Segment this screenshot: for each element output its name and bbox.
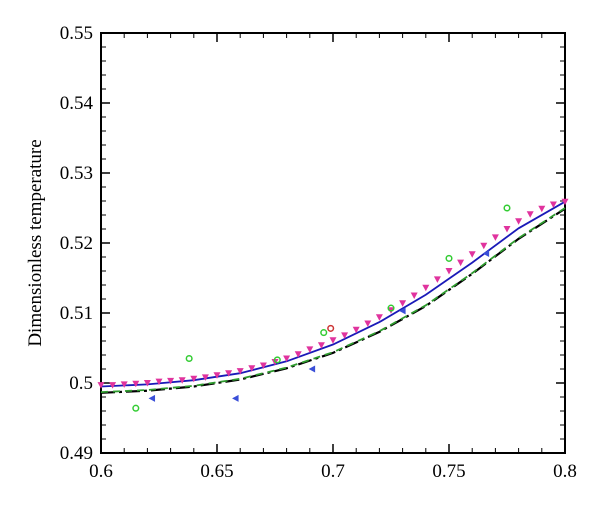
series-line — [100, 207, 566, 393]
data-point — [329, 337, 337, 344]
data-point — [236, 368, 244, 375]
data-point — [445, 254, 453, 262]
series-5 — [132, 204, 511, 412]
data-point — [97, 382, 105, 389]
data-point — [306, 346, 314, 353]
y-tick-label: 0.51 — [60, 303, 93, 324]
data-point — [148, 394, 156, 402]
data-point — [178, 377, 186, 384]
x-tick-label: 0.7 — [321, 461, 345, 482]
data-point — [433, 276, 441, 283]
series-3 — [97, 198, 569, 389]
data-point — [259, 362, 267, 369]
data-point — [232, 394, 239, 402]
data-point — [549, 201, 557, 208]
data-point — [185, 354, 193, 363]
data-point — [352, 326, 360, 334]
y-tick-label: 0.53 — [60, 163, 93, 184]
data-point — [201, 374, 209, 381]
data-point — [387, 304, 395, 312]
data-point — [132, 380, 140, 388]
data-point — [526, 211, 534, 218]
data-point — [341, 332, 349, 339]
tick-labels: 0.6 0.65 0.7 0.75 0.8 0.49 0.5 0.51 0.52 0.53 0.54… — [60, 23, 577, 482]
data-point — [457, 259, 465, 267]
data-point — [445, 268, 453, 275]
data-point — [317, 342, 325, 349]
data-point — [143, 380, 151, 387]
series-layer — [97, 198, 569, 412]
data-point — [155, 378, 163, 386]
data-point — [132, 404, 140, 412]
data-point — [515, 218, 523, 225]
y-tick-label: 0.5 — [69, 373, 93, 394]
data-point — [375, 314, 383, 321]
data-point — [503, 204, 511, 212]
x-tick-label: 0.65 — [200, 461, 233, 482]
data-point — [308, 365, 316, 373]
data-point — [283, 355, 291, 362]
data-point — [109, 382, 117, 389]
y-tick-label: 0.49 — [60, 443, 93, 464]
series-6 — [327, 324, 335, 332]
y-tick-label: 0.55 — [60, 23, 93, 44]
data-point — [410, 292, 418, 299]
data-point — [213, 372, 221, 379]
data-point — [399, 307, 406, 315]
x-tick-label: 0.8 — [553, 461, 577, 482]
data-point — [248, 365, 256, 372]
plot-frame — [100, 32, 566, 454]
x-tick-label: 0.6 — [89, 461, 113, 482]
y-tick-label: 0.52 — [60, 233, 93, 254]
data-point — [190, 375, 198, 383]
data-point — [120, 381, 128, 388]
data-point — [468, 251, 476, 258]
axis-ticks — [100, 32, 566, 454]
data-point — [225, 370, 233, 377]
series-0 — [100, 200, 566, 388]
data-point — [561, 198, 569, 206]
y-axis-label: Dimensionless temperature — [25, 139, 46, 346]
data-point — [320, 329, 328, 337]
y-tick-label: 0.54 — [60, 93, 94, 114]
data-point — [538, 205, 546, 213]
series-4 — [148, 250, 490, 402]
data-point — [364, 320, 372, 327]
data-point — [399, 300, 407, 307]
data-point — [480, 242, 488, 250]
data-point — [422, 284, 430, 292]
data-point — [327, 324, 335, 332]
data-point — [503, 226, 511, 233]
series-line — [100, 200, 566, 388]
data-point — [167, 377, 175, 385]
series-2 — [100, 207, 566, 393]
data-point — [273, 356, 281, 364]
x-tick-label: 0.75 — [432, 461, 465, 482]
data-point — [491, 234, 499, 241]
data-point — [294, 351, 302, 358]
data-point — [482, 250, 490, 257]
